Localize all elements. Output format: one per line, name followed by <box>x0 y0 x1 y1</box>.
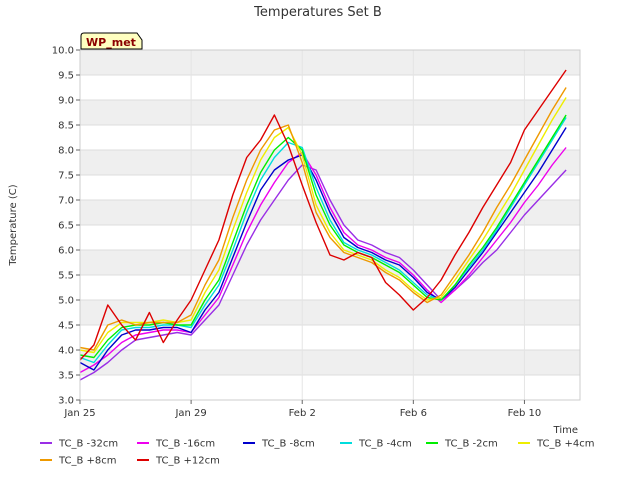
series-line-2 <box>79 147 567 374</box>
legend-item-1: TC_B -32cm <box>40 439 118 450</box>
legend-label: TC_B -8cm <box>261 439 315 450</box>
series-line-4 <box>79 117 567 364</box>
x-tick-label: Jan 25 <box>63 408 95 419</box>
badge-label: WP_met <box>86 36 136 49</box>
series-line-8 <box>79 69 567 361</box>
series-line-3 <box>79 127 567 371</box>
legend-label: TC_B -2cm <box>444 439 498 450</box>
y-tick-label: 6.5 <box>58 221 74 232</box>
series-line-7 <box>79 87 567 351</box>
x-tick-label: Feb 2 <box>289 408 316 419</box>
y-tick-label: 8.0 <box>58 146 74 157</box>
y-tick-label: 3.0 <box>58 396 74 407</box>
legend-label: TC_B -32cm <box>58 439 118 450</box>
y-tick-label: 7.5 <box>58 171 74 182</box>
chart-title: Temperatures Set B <box>253 5 382 20</box>
y-tick-label: 5.5 <box>58 271 74 282</box>
legend-item-3: TC_B -8cm <box>243 439 315 450</box>
y-tick-label: 4.0 <box>58 346 74 357</box>
y-tick-label: 6.0 <box>58 246 74 257</box>
badge-shape <box>80 32 143 50</box>
x-tick-label: Feb 10 <box>508 408 542 419</box>
y-tick-label: 9.5 <box>58 71 74 82</box>
legend-label: TC_B -16cm <box>155 439 215 450</box>
series-line-6 <box>79 97 567 354</box>
legend-label: TC_B +8cm <box>58 456 117 467</box>
legend-label: TC_B +12cm <box>155 456 220 467</box>
y-tick-label: 3.5 <box>58 371 74 382</box>
legend-label: TC_B +4cm <box>536 439 595 450</box>
x-axis-label: Time <box>553 425 578 436</box>
plot-band <box>80 50 580 75</box>
series-group <box>79 69 567 381</box>
y-tick-label: 4.5 <box>58 321 74 332</box>
wp-met-badge: WP_met <box>80 32 143 50</box>
x-tick-label: Jan 29 <box>174 408 206 419</box>
y-axis-label: Temperature (C) <box>8 184 19 266</box>
series-line-1 <box>79 164 567 381</box>
plot-band <box>80 350 580 375</box>
legend-item-2: TC_B -16cm <box>137 439 215 450</box>
legend-item-7: TC_B +8cm <box>40 456 117 467</box>
axes: 3.0 3.5 4.0 4.5 5.0 5.5 6.0 6.5 7.0 7.5 8.0 8.5 9.0 9… <box>52 46 581 419</box>
y-tick-label: 9.0 <box>58 96 74 107</box>
plot-band <box>80 150 580 175</box>
y-tick-label: 7.0 <box>58 196 74 207</box>
y-tick-label: 5.0 <box>58 296 74 307</box>
plot-band <box>80 300 580 325</box>
y-tick-label: 8.5 <box>58 121 74 132</box>
legend-item-8: TC_B +12cm <box>137 456 220 467</box>
legend-item-6: TC_B +4cm <box>518 439 595 450</box>
plot-band <box>80 100 580 125</box>
legend: TC_B -32cm TC_B -16cm TC_B -8cm TC_B -4cm TC… <box>40 439 595 467</box>
legend-item-4: TC_B -4cm <box>340 439 412 450</box>
legend-label: TC_B -4cm <box>358 439 412 450</box>
x-tick-label: Feb 6 <box>400 408 427 419</box>
legend-item-5: TC_B -2cm <box>426 439 498 450</box>
y-tick-label: 10.0 <box>52 46 74 57</box>
